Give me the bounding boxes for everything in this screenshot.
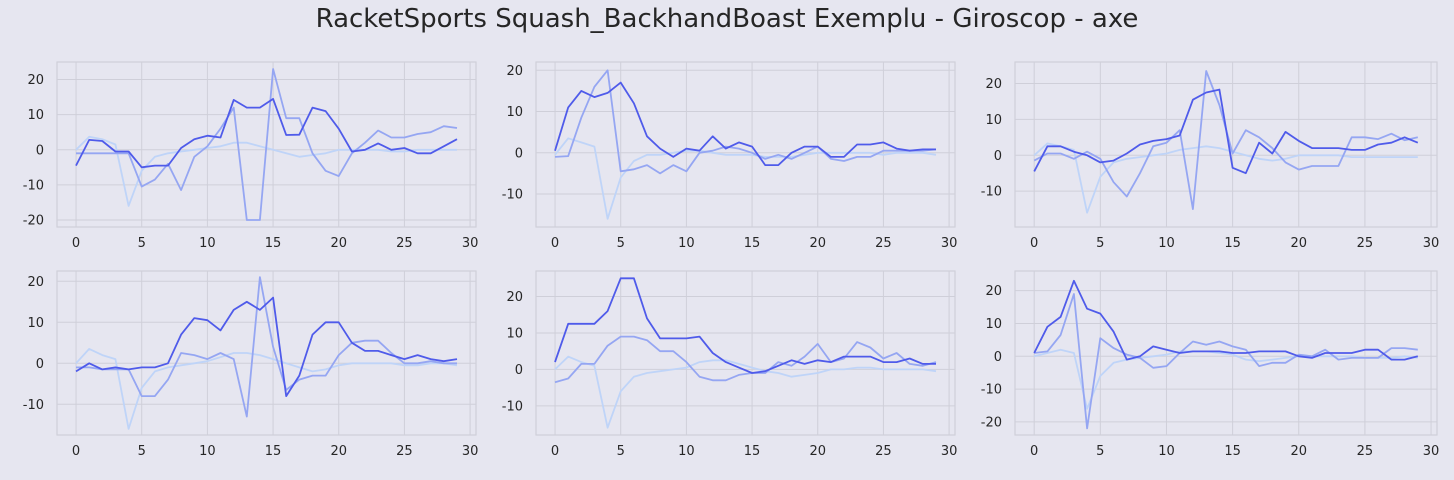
x-tick-label: 5: [1096, 444, 1104, 459]
x-tick-label: 25: [396, 236, 413, 251]
series-line-1: [554, 277, 936, 374]
y-tick-label: 0: [994, 149, 1002, 164]
x-tick-label: 15: [1224, 236, 1241, 251]
x-tick-label: 0: [1030, 444, 1038, 459]
series-line-2: [76, 68, 458, 221]
x-tick-label: 0: [551, 236, 559, 251]
x-tick-label: 5: [138, 444, 146, 459]
series-line-2: [76, 276, 457, 418]
series-line-3: [1033, 142, 1418, 214]
subplot-5: 0 5 10 15 20 25 30 -10 0 10 20: [502, 270, 958, 459]
y-tick-label: 20: [985, 284, 1002, 299]
series-line-1: [554, 81, 936, 167]
series-line-3: [554, 137, 937, 220]
y-tick-label: -10: [502, 188, 523, 203]
x-tick-label: 15: [265, 444, 282, 459]
x-tick-label: 5: [617, 444, 625, 459]
x-tick-label: 5: [1096, 236, 1104, 251]
y-tick-label: 10: [27, 108, 44, 123]
x-tick-label: 25: [875, 236, 892, 251]
y-tick-label: -10: [23, 178, 44, 193]
x-tick-label: 30: [941, 444, 958, 459]
y-tick-label: 20: [27, 275, 44, 290]
series-line-2: [554, 69, 937, 175]
subplot-6: 0 5 10 15 20 25 30 -20 -10 0 10 20: [981, 270, 1440, 459]
x-tick-label: 25: [1357, 236, 1374, 251]
x-tick-label: 20: [1290, 236, 1307, 251]
x-tick-label: 5: [138, 236, 146, 251]
series-line-3: [75, 347, 458, 430]
x-tick-label: 0: [72, 236, 80, 251]
y-tick-label: 0: [515, 363, 523, 378]
x-tick-label: 20: [330, 236, 347, 251]
plot-frame: [1014, 61, 1438, 228]
series-line-1: [1033, 279, 1419, 361]
y-tick-label: 10: [985, 317, 1002, 332]
x-tick-label: 0: [72, 444, 80, 459]
x-tick-label: 15: [744, 444, 761, 459]
y-tick-label: -10: [502, 399, 523, 414]
series-line-2: [1034, 293, 1418, 430]
y-tick-label: 0: [515, 146, 523, 161]
x-tick-label: 20: [809, 444, 826, 459]
x-tick-label: 10: [678, 444, 695, 459]
x-tick-label: 10: [1158, 444, 1175, 459]
series-line-1: [75, 98, 458, 169]
y-tick-label: 0: [994, 350, 1002, 365]
subplot-4: 0 5 10 15 20 25 30 -10 0 10 20: [23, 270, 479, 459]
x-tick-label: 20: [809, 236, 826, 251]
x-tick-label: 10: [678, 236, 695, 251]
subplot-2: 0 5 10 15 20 25 30 -10 0 10 20: [502, 61, 958, 251]
x-tick-label: 25: [396, 444, 413, 459]
plot-frame: [535, 270, 956, 436]
y-tick-label: 10: [506, 105, 523, 120]
x-tick-label: 0: [551, 444, 559, 459]
x-tick-label: 10: [199, 444, 216, 459]
y-tick-label: 10: [506, 326, 523, 341]
x-tick-label: 25: [875, 444, 892, 459]
y-tick-label: -20: [23, 213, 44, 228]
series-line-3: [554, 355, 937, 429]
series-line-3: [1033, 348, 1418, 410]
y-tick-label: -10: [23, 398, 44, 413]
y-tick-label: 10: [27, 316, 44, 331]
x-tick-label: 10: [199, 236, 216, 251]
x-tick-label: 30: [1423, 236, 1440, 251]
x-tick-label: 15: [744, 236, 761, 251]
x-tick-label: 30: [941, 236, 958, 251]
x-tick-label: 20: [1290, 444, 1307, 459]
x-tick-label: 15: [1224, 444, 1241, 459]
y-tick-label: 20: [506, 290, 523, 305]
y-tick-label: -10: [981, 383, 1002, 398]
subplot-3: 0 5 10 15 20 25 30 -10 0 10 20: [981, 61, 1440, 251]
y-tick-label: 20: [985, 77, 1002, 92]
y-tick-label: 10: [985, 113, 1002, 128]
x-tick-label: 30: [1423, 444, 1440, 459]
x-tick-label: 30: [462, 236, 479, 251]
y-tick-label: 20: [27, 73, 44, 88]
x-tick-label: 20: [330, 444, 347, 459]
y-tick-label: 0: [36, 143, 44, 158]
y-tick-label: 0: [36, 357, 44, 372]
x-tick-label: 0: [1030, 236, 1038, 251]
y-tick-label: 20: [506, 64, 523, 79]
subplot-1: 0 5 10 15 20 25 30 -20 -10 0 10 20: [23, 61, 479, 251]
series-line-2: [554, 335, 937, 384]
figure-title: RacketSports Squash_BackhandBoast Exempl…: [315, 4, 1139, 34]
x-tick-label: 10: [1158, 236, 1175, 251]
y-tick-label: -20: [981, 415, 1002, 430]
y-tick-label: -10: [981, 185, 1002, 200]
series-line-1: [75, 296, 458, 398]
x-tick-label: 30: [462, 444, 479, 459]
x-tick-label: 5: [617, 236, 625, 251]
x-tick-label: 15: [265, 236, 282, 251]
x-tick-label: 25: [1357, 444, 1374, 459]
series-line-1: [1033, 88, 1419, 175]
plot-frame: [56, 270, 477, 436]
